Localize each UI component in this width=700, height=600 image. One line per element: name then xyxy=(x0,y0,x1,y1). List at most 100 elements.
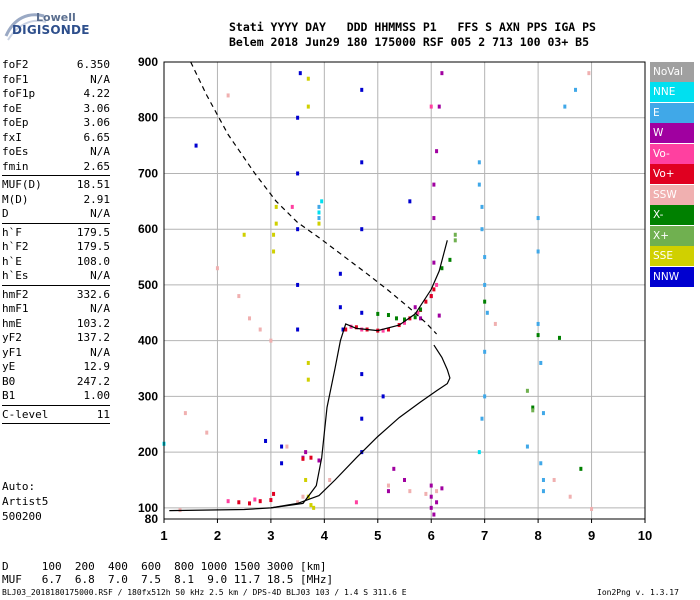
point-w xyxy=(392,466,396,471)
point-voplus xyxy=(237,500,241,505)
legend-item-w: W xyxy=(650,123,694,144)
param-name: foEs xyxy=(2,145,29,158)
param-value: N/A xyxy=(90,302,110,315)
y-tick-label: 200 xyxy=(138,445,158,459)
point-w xyxy=(432,512,436,517)
point-nnw xyxy=(298,71,302,76)
param-value: 2.91 xyxy=(83,192,111,206)
point-vominus xyxy=(226,499,230,504)
param-row: M(D) 2.91 xyxy=(2,193,110,208)
y-tick-label: 300 xyxy=(138,389,158,403)
param-value: 3.06 xyxy=(83,101,111,115)
point-w xyxy=(437,104,441,109)
param-name: M(D) xyxy=(2,192,29,206)
param-value: N/A xyxy=(90,269,110,282)
point-nnw xyxy=(360,227,364,232)
param-row: foF1p 4.22 xyxy=(2,87,110,102)
point-vominus xyxy=(290,204,294,209)
point-voplus xyxy=(258,499,262,504)
point-xminus xyxy=(376,311,380,316)
point-voplus xyxy=(248,501,252,506)
point-w xyxy=(440,71,444,76)
point-e xyxy=(480,227,484,232)
point-nnw xyxy=(341,327,345,332)
param-name: MUF(D) xyxy=(2,178,42,191)
point-voplus xyxy=(432,287,436,292)
param-row: foEp 3.06 xyxy=(2,116,110,131)
point-w xyxy=(403,477,406,482)
param-name: C-level xyxy=(2,407,49,421)
y-tick-label: 80 xyxy=(145,512,159,526)
auto-label: Auto: xyxy=(2,480,36,493)
param-value: 332.6 xyxy=(76,287,110,301)
point-xminus xyxy=(579,466,583,471)
point-e xyxy=(574,87,578,92)
param-separator xyxy=(2,222,110,224)
param-value: 137.2 xyxy=(76,331,110,344)
param-row: h`F 179.5 xyxy=(2,226,110,241)
point-nnw xyxy=(280,444,284,449)
point-ssw xyxy=(296,500,300,505)
point-w xyxy=(317,458,321,463)
param-value: N/A xyxy=(90,72,110,86)
param-value: 247.2 xyxy=(76,374,110,388)
point-sse xyxy=(306,377,310,382)
legend-item-e: E xyxy=(650,102,694,123)
point-xminus xyxy=(440,266,444,271)
point-ssw xyxy=(285,444,289,449)
param-row: D N/A xyxy=(2,207,110,222)
point-xminus xyxy=(403,317,406,322)
param-value: N/A xyxy=(90,345,110,359)
param-value: 12.9 xyxy=(83,360,111,373)
point-e xyxy=(536,321,540,326)
param-row: MUF(D) 18.51 xyxy=(2,178,110,193)
point-xplus xyxy=(525,388,529,393)
point-ssw xyxy=(568,494,572,499)
legend-item-xplus: X+ xyxy=(650,225,694,246)
distance-row: D 100 200 400 600 800 1000 1500 3000 [km… xyxy=(2,560,327,573)
version-label: Ion2Png v. 1.3.17 xyxy=(597,588,679,597)
param-row: hmF1 N/A xyxy=(2,302,110,317)
point-nne xyxy=(317,210,321,215)
x-tick-label: 2 xyxy=(214,528,221,543)
y-tick-label: 100 xyxy=(138,501,158,515)
auto-version: 500200 xyxy=(2,510,42,523)
x-tick-label: 5 xyxy=(374,528,381,543)
point-sse xyxy=(309,503,313,508)
point-ssw xyxy=(258,327,262,332)
legend-item-noval: NoVal xyxy=(650,62,694,82)
param-name: hmF1 xyxy=(2,302,29,315)
point-vominus xyxy=(381,328,385,333)
point-e xyxy=(563,104,567,109)
x-tick-label: 7 xyxy=(481,528,488,543)
param-separator xyxy=(2,175,110,176)
x-tick-label: 4 xyxy=(321,528,329,543)
point-w xyxy=(432,182,436,187)
point-nnw xyxy=(360,310,364,315)
param-row: h`F2 179.5 xyxy=(2,240,110,255)
x-tick-label: 6 xyxy=(428,528,435,543)
point-ssw xyxy=(269,338,273,343)
param-row: foEs N/A xyxy=(2,145,110,160)
point-e xyxy=(525,444,529,449)
point-ssw xyxy=(226,93,230,98)
param-row: fmin 2.65 xyxy=(2,160,110,175)
param-value: N/A xyxy=(90,145,110,158)
param-name: B0 xyxy=(2,374,16,388)
point-xminus xyxy=(413,315,417,320)
point-xminus xyxy=(536,333,540,338)
auto-scaling-info: Auto: Artist5 500200 xyxy=(2,479,48,524)
file-info: BLJ03_2018180175000.RSF / 180fx512h 50 k… xyxy=(2,588,407,597)
param-value: 1.00 xyxy=(83,389,111,402)
point-ssw xyxy=(435,489,439,494)
chart-grid xyxy=(163,61,646,520)
point-e xyxy=(539,360,543,365)
param-name: h`F xyxy=(2,225,22,239)
point-w xyxy=(440,486,444,491)
point-nnw xyxy=(280,461,284,466)
point-voplus xyxy=(424,299,428,304)
param-name: foF1p xyxy=(2,87,36,100)
param-name: foF2 xyxy=(2,58,29,71)
